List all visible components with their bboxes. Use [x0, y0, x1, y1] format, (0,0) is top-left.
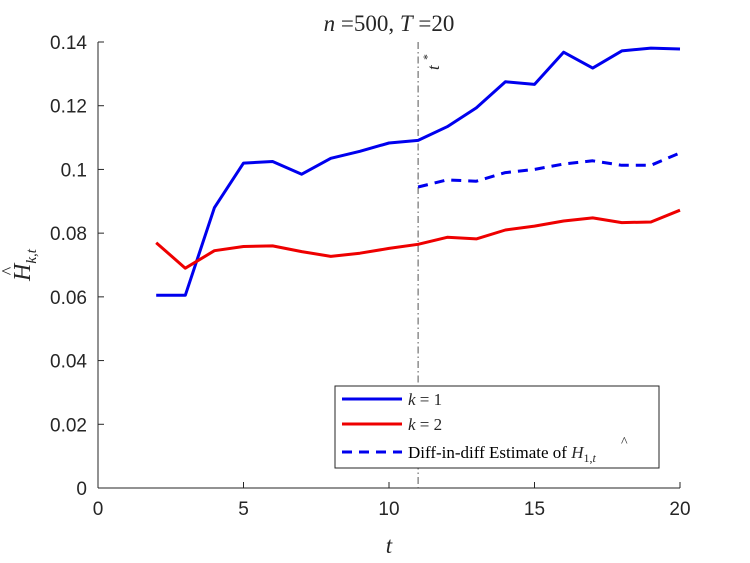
chart-title: n =500, T =20 — [324, 11, 455, 36]
legend-label-k2: k = 2 — [408, 415, 442, 434]
svg-text:Hk,t: Hk,t — [10, 248, 40, 282]
y-tick-label: 0 — [76, 479, 87, 500]
legend-label-did: Diff-in-diff Estimate of H1,t — [408, 443, 596, 465]
legend-label-k1: k = 1 — [408, 390, 442, 409]
x-tick-label: 10 — [378, 499, 399, 520]
x-tick-label: 5 — [238, 499, 249, 520]
x-axis-label: t — [386, 533, 393, 558]
legend: k = 1 k = 2 Diff-in-diff Estimate of H1,… — [334, 385, 660, 469]
reference-line-label-star: * — [420, 54, 434, 60]
x-tick-label: 15 — [524, 499, 545, 520]
reference-line-label: t — [424, 64, 443, 70]
series-line-3 — [417, 151, 681, 189]
x-tick-label: 20 — [669, 499, 690, 520]
svg-text:^: ^ — [0, 266, 18, 275]
y-tick-label: 0.06 — [50, 288, 87, 309]
legend-label-did-hat: ^ — [621, 435, 628, 450]
x-tick-label: 0 — [93, 499, 104, 520]
y-tick-label: 0.14 — [50, 33, 87, 54]
y-tick-label: 0.08 — [50, 224, 87, 245]
y-tick-label: 0.12 — [50, 97, 87, 118]
y-tick-label: 0.1 — [61, 160, 87, 181]
y-tick-label: 0.02 — [50, 415, 87, 436]
y-axis-label: Hk,t ^ — [0, 248, 40, 282]
series-line-1 — [156, 46, 681, 297]
series-line-2 — [155, 208, 681, 270]
plot-area: 0 5 10 15 20 0 0.02 0.04 0.06 0.08 0.1 0.12 0.14 t * — [50, 33, 691, 520]
y-tick-label: 0.04 — [50, 352, 87, 373]
